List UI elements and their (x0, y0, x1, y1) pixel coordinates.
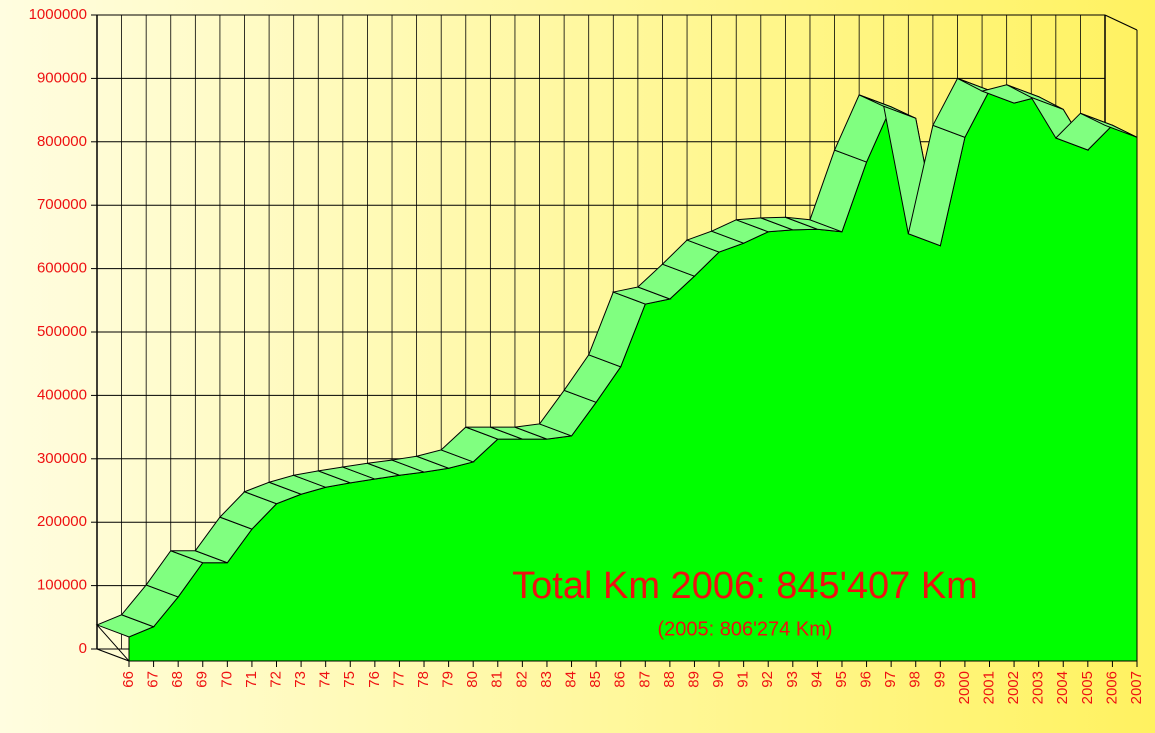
x-tick-label: 97 (882, 671, 899, 688)
x-tick-label: 76 (366, 671, 383, 688)
y-tick-label: 200000 (37, 513, 87, 530)
x-tick-label: 91 (735, 671, 752, 688)
x-tick-label: 2003 (1030, 671, 1047, 704)
x-tick-label: 96 (858, 671, 875, 688)
x-tick-label: 86 (612, 671, 629, 688)
y-tick-label: 800000 (37, 133, 87, 150)
x-tick-label: 82 (513, 671, 530, 688)
x-tick-label: 87 (636, 671, 653, 688)
x-tick-label: 77 (390, 671, 407, 688)
y-tick-label: 1000000 (29, 6, 87, 23)
y-tick-label: 500000 (37, 323, 87, 340)
x-tick-label: 84 (563, 671, 580, 688)
x-tick-label: 71 (243, 671, 260, 688)
x-tick-label: 2005 (1079, 671, 1096, 704)
plot: 66 67 68 69 70 71 72 73 74 75 76 77 78 79 80 81 82 83 84 85… (95, 30, 1145, 704)
x-tick-label: 79 (440, 671, 457, 688)
y-tick-label: 100000 (37, 577, 87, 594)
x-tick-label: 78 (415, 671, 432, 688)
x-tick-label: 2007 (1128, 671, 1145, 704)
x-tick-label: 80 (464, 671, 481, 688)
x-tick-label: 2002 (1005, 671, 1022, 704)
x-tick-label: 95 (833, 671, 850, 688)
y-tick-label: 400000 (37, 386, 87, 403)
x-tick-label: 93 (784, 671, 801, 688)
y-tick-label: 900000 (37, 69, 87, 86)
x-tick-label: 94 (808, 671, 825, 688)
x-tick-label: 81 (489, 671, 506, 688)
x-tick-label: 98 (907, 671, 924, 688)
x-tick-label: 92 (759, 671, 776, 688)
x-tick-label: 69 (194, 671, 211, 688)
x-tick-label: 99 (931, 671, 948, 688)
x-tick-label: 70 (218, 671, 235, 688)
x-tick-label: 67 (145, 671, 162, 688)
axis-line (96, 624, 130, 662)
x-tick-label: 83 (538, 671, 555, 688)
annotation: Total Km 2006: 845'407 Km (512, 565, 978, 607)
x-tick-label: 68 (169, 671, 186, 688)
axis-line (1104, 14, 1138, 31)
x-tick-label: 90 (710, 671, 727, 688)
x-tick-label: 74 (317, 671, 334, 688)
x-tick-label: 2001 (980, 671, 997, 704)
x-tick-label: 73 (292, 671, 309, 688)
axis-line (96, 648, 130, 662)
y-tick-label: 700000 (37, 196, 87, 213)
y-tick-label: 0 (79, 640, 87, 657)
x-tick-label: 75 (341, 671, 358, 688)
x-tick-label: 89 (685, 671, 702, 688)
annotation: (2005: 806'274 Km) (657, 618, 832, 640)
y-tick-label: 300000 (37, 450, 87, 467)
x-tick-label: 2006 (1103, 671, 1120, 704)
x-tick-label: 2000 (956, 671, 973, 704)
x-tick-label: 2004 (1054, 671, 1071, 704)
x-tick-label: 85 (587, 671, 604, 688)
x-tick-label: 66 (120, 671, 137, 688)
x-tick-label: 88 (661, 671, 678, 688)
x-tick-label: 72 (267, 671, 284, 688)
y-tick-label: 600000 (37, 260, 87, 277)
